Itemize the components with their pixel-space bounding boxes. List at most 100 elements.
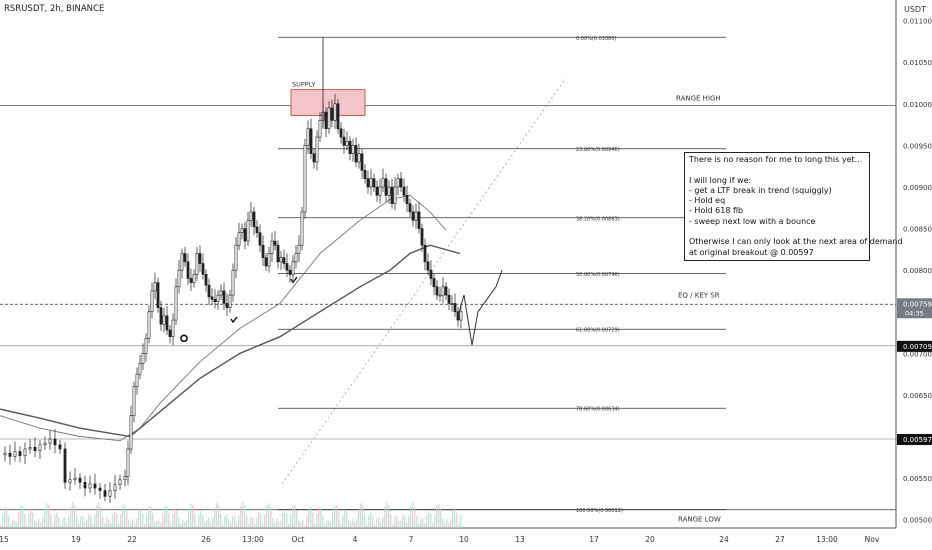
volume-bar [324, 523, 326, 528]
candle-body [183, 253, 187, 263]
candle-body [408, 203, 412, 213]
candle-body [159, 307, 163, 325]
volume-bar [304, 524, 306, 528]
volume-bar [212, 517, 214, 528]
volume-bar [260, 514, 262, 528]
volume-bar [406, 523, 408, 528]
volume-bar [306, 516, 308, 528]
volume-bar [118, 524, 120, 528]
volume-bar [316, 514, 318, 528]
volume-bar [444, 522, 446, 528]
volume-bar [80, 516, 82, 528]
candle-body [429, 269, 433, 279]
projection-squiggle [457, 270, 503, 346]
volume-bar [182, 519, 184, 528]
volume-bar [412, 502, 414, 528]
volume-bar [266, 505, 268, 528]
time-tick-label: 13 [515, 535, 525, 544]
time-tick-label: 13:00 [242, 535, 264, 544]
volume-bar [272, 517, 274, 528]
volume-bar [362, 504, 364, 528]
candle-body [132, 386, 136, 417]
volume-bar [418, 523, 420, 528]
candle-body [357, 153, 361, 163]
candle-body [225, 303, 229, 308]
volume-bar [186, 520, 188, 528]
candle-body [384, 178, 388, 196]
volume-bar [50, 513, 52, 528]
volume-bar [26, 524, 28, 528]
volume-bar [76, 514, 78, 528]
candle-body [399, 178, 403, 188]
volume-bar [438, 503, 440, 528]
level-price-badge [897, 340, 932, 352]
candle-body [405, 195, 409, 204]
volume-bar [158, 520, 160, 528]
candle-body [43, 442, 47, 446]
volume-bar [24, 513, 26, 528]
volume-bar [386, 502, 388, 528]
candle-body [411, 211, 415, 221]
volume-bar [278, 521, 280, 528]
volume-bar [322, 514, 324, 528]
volume-bar [172, 514, 174, 528]
candle-body [324, 111, 328, 130]
volume-bar [140, 508, 142, 528]
candle-body [113, 484, 117, 491]
fib-level-label: 61.80%(0.00729) [576, 328, 620, 334]
volume-bar [254, 524, 256, 528]
candle-body [240, 228, 244, 234]
volume-bar [426, 515, 428, 528]
level-price-value: 0.00709 [903, 343, 932, 351]
volume-bar [368, 515, 370, 528]
candle-body [63, 448, 67, 483]
volume-bar [350, 522, 352, 528]
volume-bar [360, 503, 362, 528]
candle-body [213, 298, 217, 303]
volume-bar [300, 521, 302, 528]
candle-body [198, 253, 202, 264]
candle-body [58, 444, 62, 450]
price-tick-label: 0.00900 [903, 184, 932, 192]
candle-body [366, 178, 370, 188]
range-low-label: RANGE LOW [678, 516, 721, 524]
price-tick-label: 0.00850 [903, 226, 932, 234]
volume-bar [104, 523, 106, 528]
candle-body [123, 476, 127, 481]
volume-bar [22, 505, 24, 528]
volume-bar [0, 525, 2, 528]
candle-body [297, 244, 301, 254]
volume-bar [156, 521, 158, 528]
time-tick-label: 7 [409, 535, 414, 544]
candle-body [204, 274, 208, 286]
candle-body [195, 253, 199, 275]
volume-bar [134, 523, 136, 528]
volume-bar [2, 513, 4, 528]
volume-bar [170, 524, 172, 528]
volume-bar [14, 521, 16, 528]
volume-bar [98, 502, 100, 528]
moving-average-slow [0, 244, 461, 438]
volume-bar [6, 508, 8, 528]
volume-bar [160, 523, 162, 528]
candle-body [414, 211, 418, 221]
note-line: I will long if we: [689, 175, 752, 185]
volume-bar [292, 505, 294, 528]
fib-level-label: 23.60%(0.00946) [576, 147, 620, 153]
candle-body [73, 477, 77, 481]
price-tick-label: 0.00550 [903, 475, 932, 483]
volume-bar [346, 511, 348, 528]
volume-bar [206, 520, 208, 528]
volume-bar [116, 514, 118, 528]
fib-level-label: 100.00%(0.00512) [576, 508, 623, 514]
volume-bar [124, 503, 126, 528]
candle-body [23, 448, 27, 456]
volume-bar [318, 507, 320, 528]
time-tick-label: 22 [127, 535, 137, 544]
volume-bar [378, 517, 380, 528]
volume-bar [216, 502, 218, 528]
volume-bar [168, 513, 170, 528]
volume-bar [70, 506, 72, 528]
candle-body [210, 296, 214, 300]
